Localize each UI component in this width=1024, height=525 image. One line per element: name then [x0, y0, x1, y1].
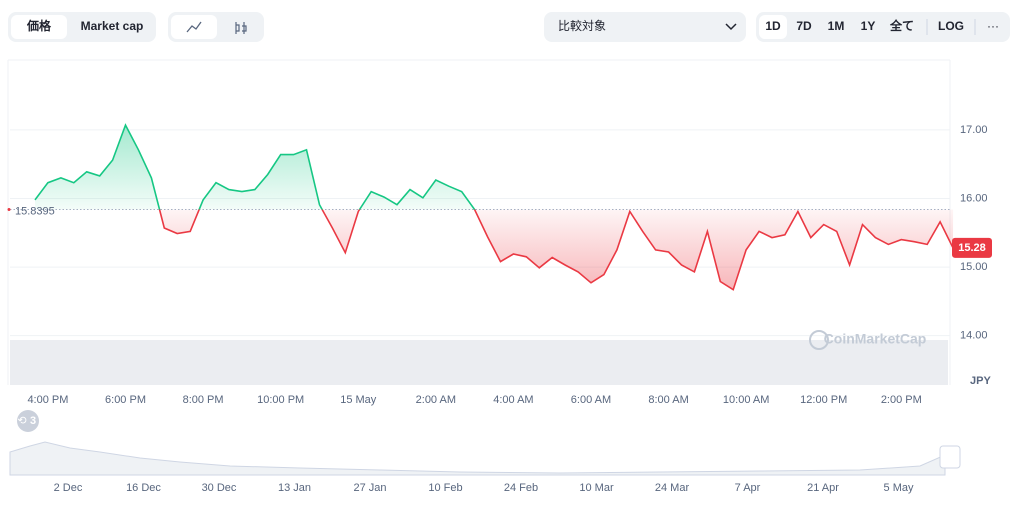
range-group: [756, 12, 1010, 42]
badge-count[interactable]: 3: [30, 415, 36, 427]
x-tick-label: 2:00 PM: [881, 394, 922, 406]
baseline-dot: [7, 208, 11, 212]
badge-icon: ⟲: [17, 415, 26, 427]
x-tick-label: 6:00 PM: [105, 394, 146, 406]
y-unit: JPY: [970, 375, 991, 387]
x-tick-label: 8:00 PM: [183, 394, 224, 406]
navigator-label: 7 Apr: [735, 482, 761, 494]
price-tag-label: 15.28: [958, 242, 986, 254]
candle-icon[interactable]: [235, 22, 247, 34]
more-button[interactable]: ···: [987, 19, 999, 33]
x-tick-label: 2:00 AM: [416, 394, 456, 406]
dropdown-arrow: [725, 23, 737, 31]
y-tick-label: 14.00: [960, 330, 988, 342]
y-tick-label: 16.00: [960, 192, 988, 204]
y-tick-label: 17.00: [960, 124, 988, 136]
range-button[interactable]: 1D: [765, 19, 781, 33]
price-line: [34, 123, 954, 291]
range-button[interactable]: 全て: [889, 18, 914, 33]
navigator-area: [9, 441, 946, 476]
navigator-label: 5 May: [884, 482, 914, 494]
x-tick-label: 4:00 PM: [27, 394, 68, 406]
compare-dropdown[interactable]: [544, 12, 746, 42]
navigator-label: 24 Mar: [655, 482, 690, 494]
tab[interactable]: Market cap: [81, 19, 144, 33]
area: [35, 125, 954, 290]
x-tick-label: 15 May: [340, 394, 377, 406]
line-icon: [186, 21, 202, 33]
x-tick-label: 10:00 PM: [257, 394, 304, 406]
tab[interactable]: 価格: [26, 18, 52, 33]
range-button[interactable]: 1M: [828, 19, 845, 33]
navigator-label: 13 Jan: [278, 482, 311, 494]
navigator-label: 10 Feb: [428, 482, 462, 494]
navigator-label: 30 Dec: [202, 482, 237, 494]
x-tick-label: 10:00 AM: [723, 394, 769, 406]
x-tick-label: 8:00 AM: [648, 394, 688, 406]
navigator-label: 16 Dec: [126, 482, 161, 494]
price-tag: [952, 237, 992, 258]
range-button[interactable]: 7D: [796, 19, 812, 33]
x-tick-label: 6:00 AM: [571, 394, 611, 406]
x-tick-label: 12:00 PM: [800, 394, 847, 406]
navigator-handle[interactable]: [939, 445, 961, 469]
compare-label[interactable]: 比較対象: [558, 18, 606, 33]
navigator-label: 21 Apr: [807, 482, 839, 494]
range-button[interactable]: 1Y: [861, 19, 876, 33]
navigator-label: 2 Dec: [54, 482, 83, 494]
x-tick-label: 4:00 AM: [493, 394, 533, 406]
volume-band: [10, 340, 948, 385]
baseline-label: 15.8395: [15, 205, 55, 217]
badge[interactable]: [17, 410, 39, 432]
tab-active[interactable]: [11, 15, 67, 39]
navigator-label: 24 Feb: [504, 482, 538, 494]
watermark-logo: [809, 330, 829, 350]
watermark: CoinMarketCap: [824, 331, 927, 347]
range-active[interactable]: [759, 15, 787, 39]
navigator-label: 10 Mar: [579, 482, 614, 494]
navigator-label: 27 Jan: [353, 482, 386, 494]
y-tick-label: 15.00: [960, 261, 988, 273]
log-button[interactable]: LOG: [938, 19, 964, 33]
